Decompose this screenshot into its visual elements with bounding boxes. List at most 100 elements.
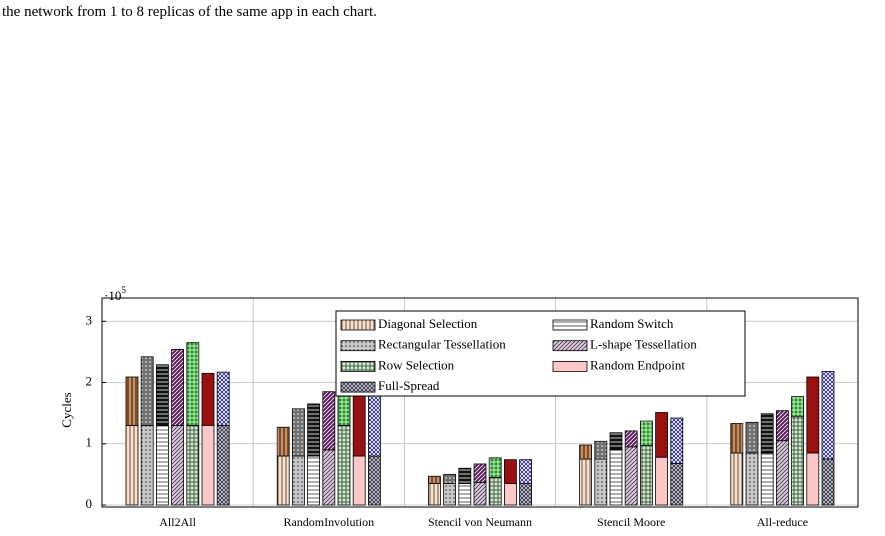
bar-base bbox=[640, 445, 653, 506]
legend-label: Diagonal Selection bbox=[378, 316, 478, 331]
y-multiplier: ·105 bbox=[104, 285, 126, 303]
bar-base bbox=[821, 458, 835, 506]
plot-frame bbox=[101, 297, 859, 508]
y-tick-label: 0 bbox=[86, 496, 93, 511]
bar-base bbox=[670, 462, 684, 506]
y-multiplier-base: ·10 bbox=[104, 288, 121, 303]
bar-top bbox=[594, 440, 608, 460]
bar-base bbox=[503, 483, 517, 506]
bar-top bbox=[640, 420, 653, 446]
bar-top bbox=[458, 467, 472, 484]
bar-top bbox=[427, 475, 441, 484]
bar-base bbox=[125, 424, 139, 506]
legend-swatch bbox=[552, 340, 588, 352]
bar-top bbox=[609, 432, 623, 451]
bar-top bbox=[322, 391, 336, 451]
legend-label: Random Switch bbox=[590, 316, 674, 331]
bar-top bbox=[745, 421, 759, 454]
bar-base bbox=[291, 455, 305, 506]
bar-top bbox=[776, 410, 789, 442]
bar-base bbox=[201, 424, 215, 506]
bar-top bbox=[503, 459, 517, 484]
legend-swatch bbox=[340, 360, 376, 372]
bar-top bbox=[276, 426, 290, 457]
bar-base bbox=[745, 452, 759, 506]
legend-swatch bbox=[552, 360, 588, 372]
bar-top bbox=[806, 376, 820, 454]
x-tick-label: Stencil Moore bbox=[597, 515, 665, 529]
bar-base bbox=[171, 424, 185, 506]
y-tick-label: 3 bbox=[86, 312, 93, 327]
bar-base bbox=[307, 455, 321, 506]
bar-top bbox=[760, 413, 774, 454]
x-tick-label: All2All bbox=[159, 515, 196, 529]
bar-base bbox=[367, 455, 381, 506]
bar-top bbox=[201, 372, 215, 426]
bar-base bbox=[352, 455, 366, 506]
x-tick-label: All-reduce bbox=[757, 515, 808, 529]
legend-label: Rectangular Tessellation bbox=[378, 337, 506, 352]
bar-base bbox=[624, 446, 638, 506]
y-tick-label: 1 bbox=[86, 435, 93, 450]
legend-swatch bbox=[340, 381, 376, 393]
bar-base bbox=[760, 452, 774, 506]
bar-top bbox=[186, 342, 200, 426]
bar-top bbox=[171, 349, 185, 426]
bar-base bbox=[140, 424, 154, 506]
bar-base bbox=[216, 424, 230, 506]
bar-top bbox=[519, 459, 532, 484]
bar-base bbox=[322, 449, 336, 506]
bar-top bbox=[821, 371, 835, 460]
bar-base bbox=[609, 449, 623, 506]
bar-base bbox=[579, 458, 592, 506]
bar-base bbox=[473, 481, 487, 506]
bar-top bbox=[291, 408, 305, 457]
y-multiplier-exp: 5 bbox=[121, 285, 126, 295]
bar-base bbox=[791, 415, 804, 506]
bar-top bbox=[125, 376, 139, 426]
bar-base bbox=[186, 424, 200, 506]
bar-top bbox=[730, 423, 744, 454]
bar-base bbox=[427, 483, 441, 506]
x-tick-label: Stencil von Neumann bbox=[428, 515, 532, 529]
bar-top bbox=[624, 430, 638, 448]
legend: Diagonal Selection Rectangular Tessellati… bbox=[335, 310, 746, 397]
x-tick-label: RandomInvolution bbox=[283, 515, 374, 529]
bar-top bbox=[488, 457, 502, 478]
legend-label: Full-Spread bbox=[378, 378, 440, 393]
legend-swatch bbox=[340, 319, 376, 331]
bar-base bbox=[337, 424, 351, 506]
legend-label: Row Selection bbox=[378, 357, 455, 372]
bar-top bbox=[473, 463, 487, 483]
bar-base bbox=[594, 458, 608, 506]
bar-base bbox=[458, 483, 472, 506]
bar-base bbox=[155, 424, 169, 506]
bar-base bbox=[806, 452, 820, 506]
y-tick-label: 2 bbox=[86, 373, 93, 388]
legend-swatch bbox=[552, 319, 588, 331]
bar-top bbox=[155, 364, 169, 426]
bar-top bbox=[307, 403, 321, 457]
legend-swatch bbox=[340, 340, 376, 352]
bar-top bbox=[670, 417, 684, 464]
bar-base bbox=[519, 483, 532, 506]
bar-base bbox=[488, 477, 502, 506]
bar-base bbox=[443, 483, 457, 506]
bar-top bbox=[579, 444, 592, 460]
bar-base bbox=[276, 455, 290, 506]
bar-top bbox=[791, 396, 804, 417]
bar-top bbox=[655, 412, 668, 458]
legend-label: Random Endpoint bbox=[590, 357, 685, 372]
y-axis-label: Cycles bbox=[59, 392, 74, 427]
bar-top bbox=[216, 371, 230, 426]
bar-base bbox=[655, 456, 668, 506]
bar-top bbox=[140, 356, 154, 426]
caption: the network from 1 to 8 replicas of the … bbox=[2, 4, 377, 20]
bar-top bbox=[443, 473, 457, 484]
bar-base bbox=[776, 440, 789, 506]
legend-box bbox=[335, 310, 746, 397]
legend-label: L-shape Tessellation bbox=[590, 337, 697, 352]
bar-base bbox=[730, 452, 744, 506]
